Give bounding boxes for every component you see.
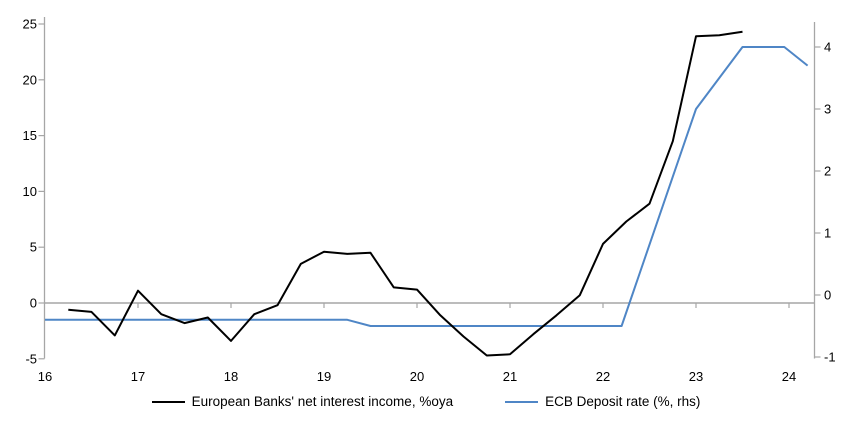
svg-text:23: 23 [689,369,703,384]
svg-text:10: 10 [23,184,37,199]
svg-text:19: 19 [317,369,331,384]
svg-text:2: 2 [824,164,831,179]
svg-text:22: 22 [596,369,610,384]
svg-text:0: 0 [824,288,831,303]
legend-item-nii: European Banks' net interest income, %oy… [151,394,454,409]
svg-text:5: 5 [30,240,37,255]
svg-text:-1: -1 [824,350,836,365]
legend-item-ecb: ECB Deposit rate (%, rhs) [505,394,700,409]
svg-text:3: 3 [824,102,831,117]
svg-text:21: 21 [503,369,517,384]
svg-text:20: 20 [23,72,37,87]
legend-label-nii: European Banks' net interest income, %oy… [191,394,454,409]
chart-legend: European Banks' net interest income, %oy… [0,394,852,409]
legend-label-ecb: ECB Deposit rate (%, rhs) [545,394,701,409]
legend-line-sample-blue [505,400,539,403]
svg-text:-5: -5 [25,351,37,366]
svg-text:24: 24 [782,369,796,384]
svg-text:15: 15 [23,128,37,143]
legend-line-sample-black [151,400,185,403]
svg-text:18: 18 [224,369,238,384]
svg-text:20: 20 [410,369,424,384]
svg-text:16: 16 [38,369,52,384]
svg-text:25: 25 [23,17,37,32]
svg-text:17: 17 [131,369,145,384]
svg-text:1: 1 [824,226,831,241]
svg-text:0: 0 [30,296,37,311]
svg-text:4: 4 [824,40,831,55]
